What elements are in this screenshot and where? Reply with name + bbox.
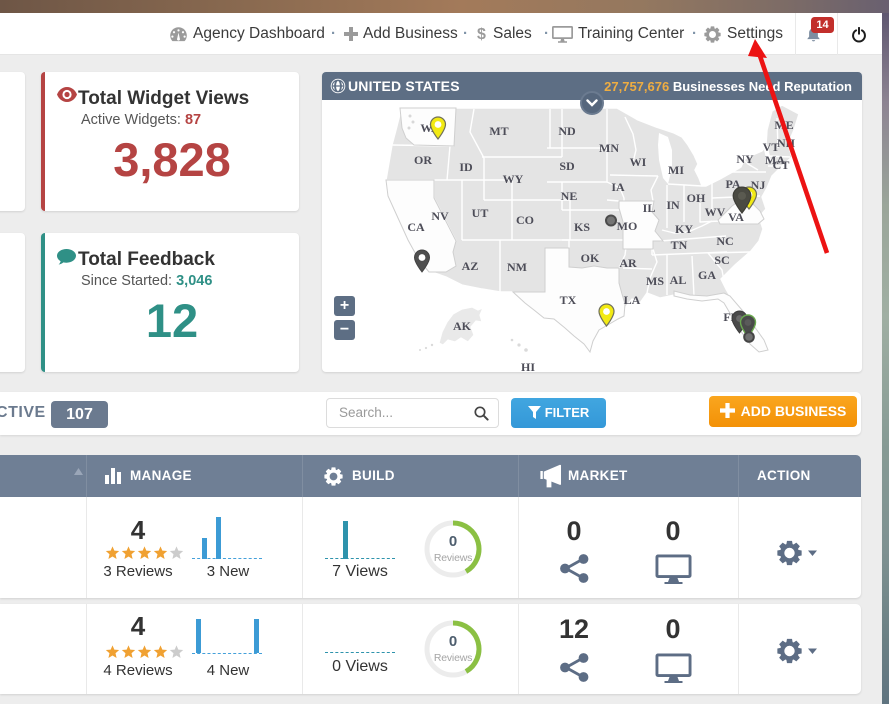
svg-text:ND: ND bbox=[558, 124, 576, 138]
svg-text:NV: NV bbox=[431, 209, 449, 223]
svg-text:AZ: AZ bbox=[462, 259, 479, 273]
svg-text:Reviews: Reviews bbox=[434, 552, 472, 564]
svg-text:KS: KS bbox=[574, 220, 590, 234]
svg-text:PA: PA bbox=[725, 177, 740, 191]
svg-text:AR: AR bbox=[619, 256, 637, 270]
svg-text:MI: MI bbox=[668, 163, 684, 177]
svg-text:AL: AL bbox=[670, 273, 687, 287]
svg-text:AK: AK bbox=[453, 319, 472, 333]
svg-text:IA: IA bbox=[611, 180, 625, 194]
svg-text:ID: ID bbox=[459, 160, 473, 174]
svg-text:CO: CO bbox=[516, 213, 534, 227]
svg-text:GA: GA bbox=[698, 268, 716, 282]
svg-text:MS: MS bbox=[646, 274, 664, 288]
svg-text:MA: MA bbox=[765, 153, 785, 167]
svg-text:WI: WI bbox=[630, 155, 647, 169]
svg-text:NC: NC bbox=[716, 234, 733, 248]
svg-text:MN: MN bbox=[599, 141, 619, 155]
svg-text:OK: OK bbox=[581, 251, 600, 265]
svg-text:CT: CT bbox=[773, 158, 790, 172]
svg-text:SC: SC bbox=[714, 253, 729, 267]
svg-text:MT: MT bbox=[489, 124, 508, 138]
svg-text:0: 0 bbox=[449, 633, 457, 650]
svg-text:LA: LA bbox=[624, 293, 641, 307]
svg-text:NM: NM bbox=[507, 260, 527, 274]
svg-text:UT: UT bbox=[472, 206, 489, 220]
svg-text:HI: HI bbox=[521, 360, 535, 372]
svg-text:NY: NY bbox=[736, 152, 754, 166]
svg-text:TN: TN bbox=[671, 238, 688, 252]
svg-text:0: 0 bbox=[449, 533, 457, 550]
svg-text:TX: TX bbox=[560, 293, 577, 307]
svg-text:IN: IN bbox=[666, 198, 680, 212]
svg-text:OH: OH bbox=[687, 191, 706, 205]
svg-text:SD: SD bbox=[559, 159, 575, 173]
svg-text:IL: IL bbox=[643, 201, 656, 215]
svg-text:VA: VA bbox=[728, 210, 744, 224]
svg-text:VT: VT bbox=[763, 140, 780, 154]
svg-text:WY: WY bbox=[503, 172, 524, 186]
svg-text:OR: OR bbox=[414, 153, 432, 167]
svg-text:CA: CA bbox=[407, 220, 425, 234]
svg-text:Reviews: Reviews bbox=[434, 652, 472, 664]
svg-text:NE: NE bbox=[561, 189, 578, 203]
svg-text:WV: WV bbox=[705, 205, 726, 219]
svg-text:KY: KY bbox=[675, 222, 693, 236]
svg-text:MO: MO bbox=[617, 219, 638, 233]
